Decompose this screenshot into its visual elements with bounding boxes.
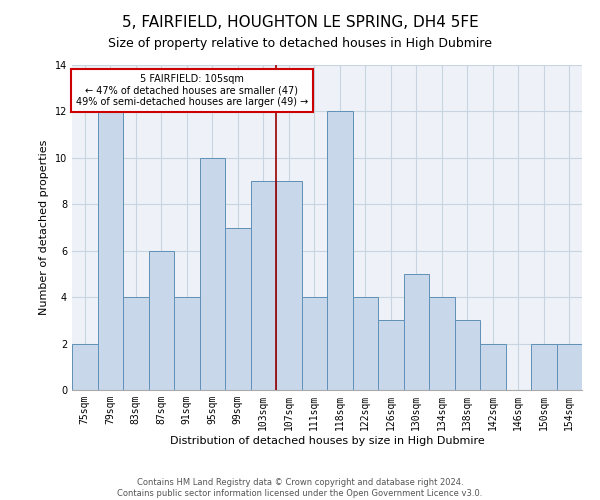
Bar — [123, 297, 149, 390]
Bar — [378, 320, 404, 390]
Bar — [174, 297, 199, 390]
Bar — [97, 112, 123, 390]
Bar — [276, 181, 302, 390]
Text: Size of property relative to detached houses in High Dubmire: Size of property relative to detached ho… — [108, 38, 492, 51]
Text: Contains HM Land Registry data © Crown copyright and database right 2024.
Contai: Contains HM Land Registry data © Crown c… — [118, 478, 482, 498]
Bar — [404, 274, 429, 390]
Bar — [455, 320, 480, 390]
Bar — [302, 297, 327, 390]
Bar — [149, 250, 174, 390]
Bar — [327, 112, 353, 390]
Y-axis label: Number of detached properties: Number of detached properties — [39, 140, 49, 315]
Bar — [251, 181, 276, 390]
Bar — [353, 297, 378, 390]
Bar — [429, 297, 455, 390]
Bar — [225, 228, 251, 390]
X-axis label: Distribution of detached houses by size in High Dubmire: Distribution of detached houses by size … — [170, 436, 484, 446]
Text: 5 FAIRFIELD: 105sqm
← 47% of detached houses are smaller (47)
49% of semi-detach: 5 FAIRFIELD: 105sqm ← 47% of detached ho… — [76, 74, 308, 108]
Bar — [72, 344, 97, 390]
Text: 5, FAIRFIELD, HOUGHTON LE SPRING, DH4 5FE: 5, FAIRFIELD, HOUGHTON LE SPRING, DH4 5F… — [122, 15, 478, 30]
Bar — [557, 344, 582, 390]
Bar — [480, 344, 505, 390]
Bar — [531, 344, 557, 390]
Bar — [199, 158, 225, 390]
